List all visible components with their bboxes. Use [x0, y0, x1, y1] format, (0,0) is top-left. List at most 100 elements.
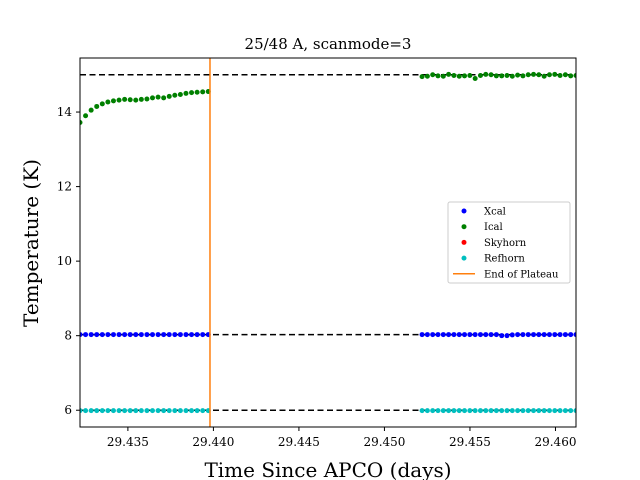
x-axis-ticks: 29.435 29.440 29.445 29.450 29.455 29.460 [107, 427, 576, 449]
legend-box [447, 201, 571, 284]
legend-label: Ical [484, 222, 503, 233]
data-point [99, 101, 105, 107]
data-point [116, 97, 122, 103]
data-point [552, 71, 558, 77]
data-point [194, 408, 200, 414]
data-point [88, 332, 94, 338]
data-point [488, 332, 494, 338]
data-point [504, 333, 510, 339]
data-point [546, 332, 552, 338]
data-point [127, 332, 133, 338]
x-tick-label: 29.460 [534, 435, 576, 449]
data-point [515, 408, 521, 414]
x-tick-label: 29.435 [107, 435, 149, 449]
data-point [509, 332, 515, 338]
y-axis-title: Temperature (K) [19, 159, 43, 327]
plot-frame [79, 57, 577, 428]
data-point [161, 95, 167, 101]
series-ical [80, 71, 576, 125]
data-point [462, 332, 468, 338]
data-point [430, 72, 436, 78]
data-point [504, 408, 510, 414]
data-point [155, 408, 161, 414]
data-point [138, 408, 144, 414]
data-point [177, 408, 183, 414]
y-tick-label: 14 [57, 105, 73, 119]
data-point [94, 408, 100, 414]
data-point [172, 408, 178, 414]
data-point [200, 408, 206, 414]
data-point [520, 408, 526, 414]
data-point [541, 332, 547, 338]
data-point [133, 97, 139, 103]
data-point [99, 332, 105, 338]
data-point [520, 73, 526, 79]
data-point [150, 332, 156, 338]
data-point [531, 71, 537, 77]
data-point [562, 332, 568, 338]
plot-area [79, 57, 577, 428]
data-point [515, 72, 521, 78]
data-point [122, 408, 128, 414]
x-tick-label: 29.440 [192, 435, 234, 449]
data-point [509, 408, 515, 414]
x-tick-label: 29.450 [363, 435, 405, 449]
series-xcal [80, 332, 576, 339]
data-point [105, 332, 111, 338]
data-point [133, 332, 139, 338]
data-point [189, 408, 195, 414]
data-point [446, 71, 452, 77]
data-point [536, 332, 542, 338]
data-point [462, 408, 468, 414]
data-point [116, 408, 122, 414]
data-point [138, 332, 144, 338]
data-point [493, 408, 499, 414]
data-point [83, 408, 89, 414]
data-point [467, 73, 473, 79]
legend-label: Skyhorn [484, 238, 527, 249]
legend: Xcal Ical Skyhorn Refhorn End of Plateau [447, 201, 571, 284]
data-point [456, 73, 462, 79]
data-point [462, 73, 468, 79]
data-point [504, 73, 510, 79]
y-axis-ticks: 6 8 10 12 14 [57, 105, 80, 417]
data-point [451, 408, 457, 414]
data-point [99, 408, 105, 414]
data-point [127, 408, 133, 414]
data-point [568, 73, 574, 79]
data-point [493, 332, 499, 338]
data-point [80, 332, 83, 338]
data-point [88, 107, 94, 113]
data-point [166, 93, 172, 99]
data-point [172, 92, 178, 98]
data-point [488, 72, 494, 78]
data-point [435, 408, 441, 414]
data-point [138, 96, 144, 102]
data-point [562, 72, 568, 78]
data-point [531, 408, 537, 414]
legend-label: End of Plateau [484, 269, 559, 280]
data-point [144, 96, 150, 102]
data-point [430, 408, 436, 414]
data-point [144, 332, 150, 338]
data-point [189, 90, 195, 96]
data-point [440, 73, 446, 79]
data-point [552, 408, 558, 414]
series-refhorn [80, 408, 576, 414]
data-point [183, 332, 189, 338]
data-point [573, 408, 576, 414]
data-point [477, 332, 483, 338]
data-point [509, 73, 515, 79]
data-point [88, 408, 94, 414]
data-point [525, 72, 531, 78]
data-point [122, 96, 128, 102]
data-point [467, 332, 473, 338]
data-point [472, 76, 478, 81]
data-point [536, 72, 542, 78]
data-point [557, 408, 563, 414]
x-tick-label: 29.455 [449, 435, 491, 449]
data-point [525, 332, 531, 338]
data-point [155, 332, 161, 338]
data-point [520, 332, 526, 338]
data-point [150, 95, 156, 101]
